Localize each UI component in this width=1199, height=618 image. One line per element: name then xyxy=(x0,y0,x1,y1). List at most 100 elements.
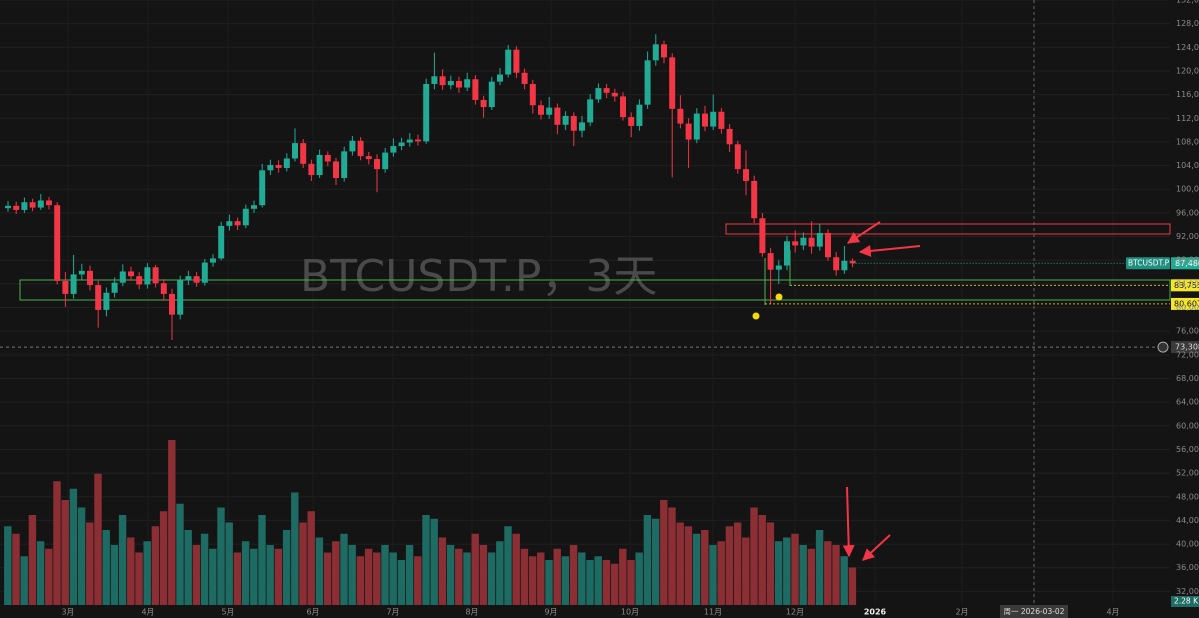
candle-body xyxy=(464,79,471,88)
candle-body xyxy=(570,115,577,131)
x-tick-label: 2月 xyxy=(955,608,968,617)
crosshair-date-label: 周一 2026-03-02 xyxy=(1004,607,1065,616)
volume-bar xyxy=(348,545,356,605)
candle-body xyxy=(800,237,807,246)
candle-body xyxy=(685,123,692,140)
y-tick-label: 112,000 xyxy=(1176,114,1199,123)
volume-bar xyxy=(86,522,94,605)
x-tick-label: 3月 xyxy=(61,608,74,617)
time-axis xyxy=(0,605,1170,618)
arrow xyxy=(862,534,891,561)
candle-body xyxy=(456,81,462,88)
volume-bar xyxy=(487,552,496,605)
event-icon[interactable] xyxy=(752,312,760,320)
volume-bar xyxy=(750,507,758,605)
volume-tag xyxy=(1171,596,1199,607)
symbol-label: BTCUSDT.P xyxy=(1128,258,1170,267)
candle-body xyxy=(595,88,602,100)
candle-body xyxy=(251,205,257,209)
y-tick-label: 48,000 xyxy=(1176,492,1199,501)
volume-bar xyxy=(438,537,447,605)
candle-body xyxy=(103,292,110,310)
volume-bar xyxy=(840,556,848,605)
candle-body xyxy=(119,271,126,283)
volume-bar xyxy=(528,556,537,605)
candle-body xyxy=(54,205,61,281)
volume-bar xyxy=(4,526,12,605)
last-price-label: 87,480 xyxy=(1175,259,1199,268)
candle-body xyxy=(267,164,274,171)
candle-body xyxy=(587,99,594,123)
volume-bar xyxy=(569,545,578,605)
candle-body xyxy=(333,161,339,179)
volume-bar xyxy=(848,567,857,605)
volume-bar xyxy=(323,552,332,605)
candle-body xyxy=(447,81,454,86)
y-tick-label: 92,000 xyxy=(1176,232,1199,241)
volume-bar xyxy=(217,507,225,605)
volume-bar xyxy=(274,548,283,605)
candle-body xyxy=(160,283,167,294)
y-tick-label: 116,000 xyxy=(1176,90,1199,99)
volume-bar xyxy=(783,537,791,605)
candle-body xyxy=(324,154,331,162)
x-tick-label: 6月 xyxy=(306,608,319,617)
volume-bar xyxy=(225,522,233,605)
volume-bar xyxy=(315,537,324,605)
volume-bar xyxy=(668,507,676,605)
candle-body xyxy=(152,267,159,284)
volume-bar xyxy=(151,526,160,605)
volume-bar xyxy=(258,515,266,605)
candle-body xyxy=(644,60,651,105)
candle-body xyxy=(497,74,503,82)
crosshair-plus xyxy=(1157,341,1169,353)
candle-body xyxy=(46,200,52,206)
volume-bar xyxy=(651,518,660,605)
candle-body xyxy=(620,96,626,118)
volume-bar xyxy=(610,563,619,605)
volume-bar xyxy=(118,515,127,605)
candle-body xyxy=(5,205,11,209)
candle-body xyxy=(316,154,323,176)
volume-bar xyxy=(553,548,561,605)
volume-bar xyxy=(12,533,20,605)
volume-bar xyxy=(397,560,406,605)
event-icon[interactable] xyxy=(775,293,783,301)
volume-bar xyxy=(340,533,348,605)
candle-body xyxy=(759,218,766,254)
candle-body xyxy=(743,169,749,181)
candle-body xyxy=(128,271,134,277)
volume-bar xyxy=(45,548,53,605)
volume-bar xyxy=(61,500,69,605)
volume-bar xyxy=(389,552,397,605)
candle-body xyxy=(62,280,69,294)
volume-bar xyxy=(184,530,192,605)
volume-bar xyxy=(446,545,455,605)
volume-bar xyxy=(561,556,570,605)
candle-body xyxy=(841,260,848,271)
volume-bar xyxy=(373,552,381,605)
candle-body xyxy=(529,83,536,106)
y-tick-label: 76,000 xyxy=(1176,327,1199,336)
volume-bar xyxy=(250,548,258,605)
x-tick-label: 4月 xyxy=(1106,608,1119,617)
volume-bar xyxy=(364,548,373,605)
volume-bar xyxy=(332,541,340,605)
volume-bar xyxy=(479,545,488,605)
candle-body xyxy=(702,113,708,127)
candle-body xyxy=(292,143,298,159)
volume-bar xyxy=(824,541,832,605)
y-tick-label: 108,000 xyxy=(1176,137,1199,146)
candle-body xyxy=(562,115,569,125)
volume-bar xyxy=(176,503,184,605)
candle-body xyxy=(603,88,610,93)
candle-body xyxy=(349,140,356,152)
volume-bar xyxy=(635,552,643,605)
candle-body xyxy=(431,76,438,84)
candle-body xyxy=(365,156,372,160)
candle-body xyxy=(751,180,758,219)
candle-body xyxy=(95,285,102,310)
y-tick-label: 100,000 xyxy=(1176,185,1199,194)
volume-bar xyxy=(684,526,693,605)
